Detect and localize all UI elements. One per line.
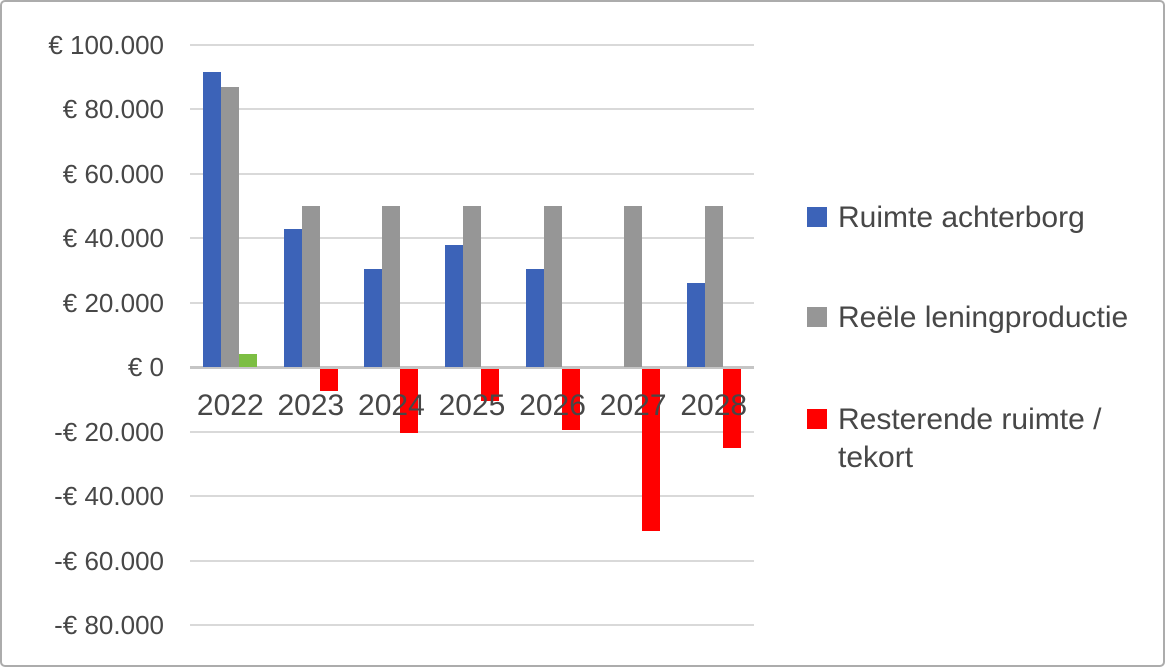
gridline	[190, 430, 754, 433]
y-axis-tick-label: € 0	[127, 352, 164, 383]
gridline	[190, 559, 754, 562]
bar	[239, 354, 258, 368]
bar	[543, 206, 562, 368]
x-axis-tick-label: 2027	[599, 389, 667, 422]
y-axis-tick-label: -€ 80.000	[54, 610, 164, 640]
bar	[624, 206, 643, 368]
y-axis-tick-label: € 20.000	[62, 287, 164, 318]
legend-label: Reële leningproductie	[838, 301, 1129, 334]
y-axis-tick-label: € 60.000	[62, 158, 164, 189]
legend-label: Ruimte achterborg	[838, 201, 1085, 234]
gridline	[190, 44, 754, 46]
bar	[221, 86, 240, 368]
bar	[561, 368, 580, 430]
y-axis-tick-label: € 40.000	[62, 223, 164, 254]
legend-item: Ruimte achterborg	[807, 199, 1085, 237]
gridline	[190, 172, 754, 175]
gridline	[190, 108, 754, 111]
legend-label: Resterende ruimte / tekort	[838, 403, 1102, 474]
bar	[722, 368, 741, 448]
legend-item: Resterende ruimte / tekort	[807, 401, 1101, 477]
bar	[364, 268, 383, 368]
bar	[400, 368, 419, 434]
gridline	[190, 495, 754, 498]
bar	[203, 72, 222, 368]
legend-swatch	[807, 409, 827, 429]
bar	[283, 228, 302, 368]
bar	[686, 283, 705, 368]
legend-item: Reële leningproductie	[807, 299, 1128, 337]
y-axis-tick-label: -€ 20.000	[54, 416, 164, 447]
x-axis-tick-label: 2024	[358, 389, 425, 422]
y-axis-tick-label: € 100.000	[48, 30, 164, 60]
x-axis-tick-label: 2025	[438, 389, 506, 422]
bar	[463, 206, 481, 368]
x-axis-tick-label: 2023	[277, 389, 345, 422]
gridline	[190, 624, 754, 626]
y-axis-tick-label: -€ 60.000	[54, 545, 164, 576]
y-axis-tick-label: € 80.000	[62, 94, 164, 125]
bar	[301, 206, 320, 368]
legend-swatch	[807, 307, 827, 327]
bar	[319, 368, 338, 392]
bar	[642, 368, 661, 532]
bar	[704, 206, 723, 368]
legend-swatch	[807, 207, 827, 227]
x-axis-tick-label: 2026	[519, 389, 586, 422]
zero-axis-line	[190, 365, 754, 369]
bar	[525, 268, 544, 368]
bar	[445, 244, 463, 368]
x-axis-tick-label: 2022	[196, 389, 264, 422]
bar	[382, 206, 401, 368]
y-axis-tick-label: -€ 40.000	[54, 481, 164, 512]
bar	[481, 368, 499, 401]
x-axis-tick-label: 2028	[680, 389, 748, 422]
